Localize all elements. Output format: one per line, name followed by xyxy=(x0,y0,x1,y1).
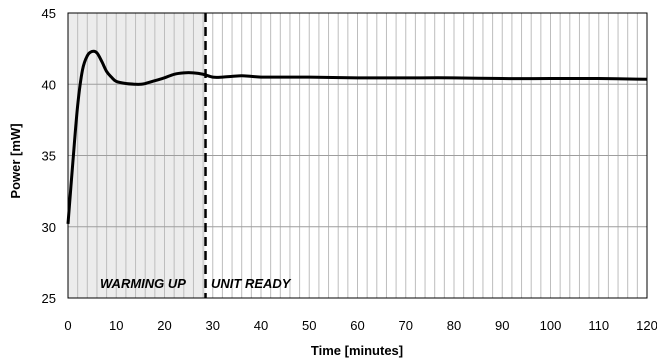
x-tick-label: 20 xyxy=(157,318,171,333)
plot-frame xyxy=(67,12,648,299)
x-axis-title: Time [minutes] xyxy=(311,343,403,358)
y-tick-label: 45 xyxy=(42,6,56,21)
x-tick-label: 30 xyxy=(206,318,220,333)
annotation-warming-up: WARMING UP xyxy=(100,276,186,291)
x-tick-label: 40 xyxy=(254,318,268,333)
y-tick-label: 35 xyxy=(42,149,56,164)
x-tick-label: 100 xyxy=(540,318,562,333)
x-tick-label: 110 xyxy=(588,318,609,333)
y-tick-label: 30 xyxy=(42,220,56,235)
x-tick-label: 80 xyxy=(447,318,461,333)
y-tick-labels: 25 30 35 40 45 xyxy=(42,6,56,306)
y-axis-title: Power [mW] xyxy=(8,123,23,198)
power-series-line xyxy=(66,49,648,225)
gridlines xyxy=(68,13,647,298)
x-tick-labels: 0 10 20 30 40 50 60 70 80 90 100 110 120 xyxy=(64,318,657,333)
x-tick-label: 120 xyxy=(636,318,657,333)
x-tick-label: 70 xyxy=(399,318,413,333)
series-layer xyxy=(66,49,648,225)
annotation-unit-ready: UNIT READY xyxy=(211,276,292,291)
x-tick-label: 0 xyxy=(64,318,71,333)
y-tick-label: 25 xyxy=(42,291,56,306)
x-tick-label: 60 xyxy=(350,318,364,333)
x-tick-label: 90 xyxy=(495,318,509,333)
x-tick-label: 10 xyxy=(109,318,123,333)
y-tick-label: 40 xyxy=(42,77,56,92)
x-tick-label: 50 xyxy=(302,318,316,333)
